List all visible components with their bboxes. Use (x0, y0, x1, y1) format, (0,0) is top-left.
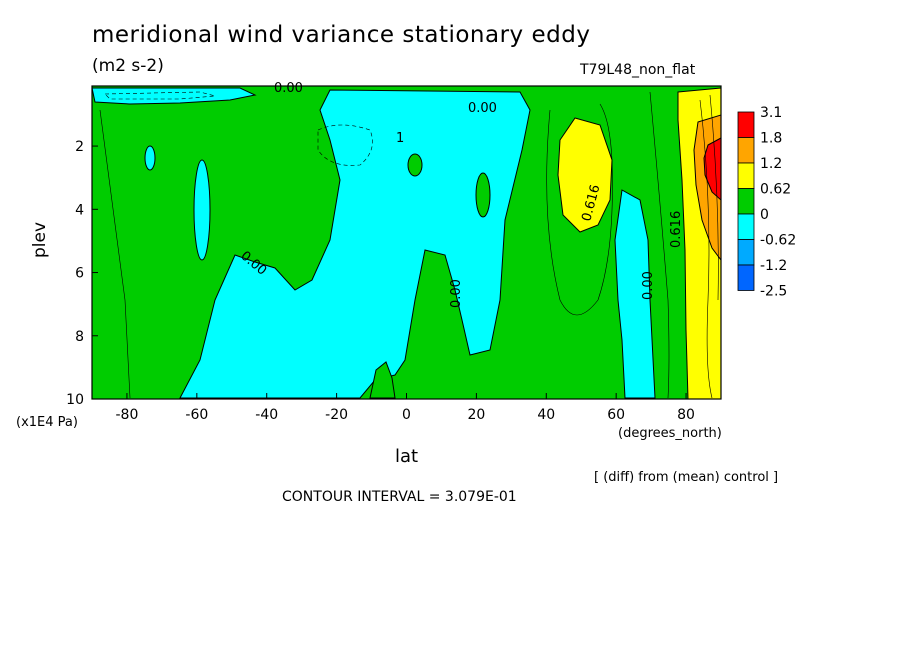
chart-title: meridional wind variance stationary eddy (92, 22, 591, 48)
x-tick-label: 20 (467, 407, 485, 423)
colorbar-swatch (737, 264, 755, 291)
y-tick-label: 2 (75, 139, 84, 155)
colorbar: 3.1 1.8 1.2 0.62 0 -0.62 -1.2 -2.5 (737, 105, 796, 300)
x-tick-label: 0 (402, 407, 411, 423)
contour-label-2: 0.00 (468, 101, 497, 116)
y-tick-label: 10 (66, 392, 84, 408)
y-axis-units: (x1E4 Pa) (16, 415, 78, 430)
colorbar-swatch (737, 111, 755, 138)
contour-label-5: 0.00 (641, 271, 656, 300)
field-green-island2 (475, 172, 491, 218)
contour-interval: CONTOUR INTERVAL = 3.079E-01 (282, 489, 517, 505)
x-axis-ticks: -80 -60 -40 -20 0 20 40 60 80 (116, 393, 695, 423)
x-tick-label: -60 (185, 407, 208, 423)
colorbar-label: -0.62 (760, 233, 796, 249)
contour-label-8: 1 (396, 131, 404, 146)
contour-label-4: 0.00 (449, 279, 464, 308)
contour-label-1: 0.00 (274, 81, 303, 96)
contour-line-1 (99, 109, 131, 399)
x-tick-label: -80 (116, 407, 139, 423)
contour-line-4 (317, 124, 373, 166)
colorbar-label: -2.5 (760, 284, 787, 300)
x-tick-label: -40 (255, 407, 278, 423)
y-tick-label: 4 (75, 202, 84, 218)
colorbar-label: 3.1 (760, 105, 782, 121)
contour-line-5 (104, 91, 216, 100)
field-green-island3 (369, 361, 396, 399)
y-tick-label: 6 (75, 266, 84, 282)
colorbar-label: 1.2 (760, 156, 782, 172)
colorbar-swatch (737, 162, 755, 189)
colorbar-label: 0.62 (760, 182, 791, 198)
field-cyan-blob2 (193, 159, 211, 261)
x-tick-label: -20 (325, 407, 348, 423)
x-tick-label: 80 (677, 407, 695, 423)
x-tick-label: 40 (537, 407, 555, 423)
x-tick-label: 60 (607, 407, 625, 423)
colorbar-label: 1.8 (760, 131, 782, 147)
field-green-island1 (407, 153, 423, 177)
diff-note: [ (diff) from (mean) control ] (594, 470, 779, 485)
colorbar-swatch (737, 239, 755, 266)
colorbar-label: -1.2 (760, 258, 787, 274)
contour-line-6 (699, 99, 713, 399)
x-axis-units: (degrees_north) (618, 426, 722, 441)
y-tick-label: 8 (75, 329, 84, 345)
chart-units: (m2 s-2) (92, 56, 164, 76)
field-cyan-top (92, 87, 257, 105)
y-axis-ticks: 2 4 6 8 10 (66, 139, 98, 408)
colorbar-swatch (737, 188, 755, 215)
contour-line-2 (546, 103, 613, 316)
field-cyan-blob1 (144, 145, 156, 171)
field-cyan-strip (614, 189, 656, 399)
field-red (703, 137, 721, 201)
field-yellow-midlat (557, 117, 613, 233)
contour-line-3 (649, 91, 670, 399)
run-label: T79L48_non_flat (580, 62, 696, 78)
x-axis-label: lat (395, 446, 419, 467)
contour-line-7 (709, 94, 719, 301)
colorbar-swatch (737, 213, 755, 240)
colorbar-label: 0 (760, 207, 769, 223)
colorbar-swatch (737, 137, 755, 164)
contour-label-7: 0.616 (669, 211, 684, 248)
